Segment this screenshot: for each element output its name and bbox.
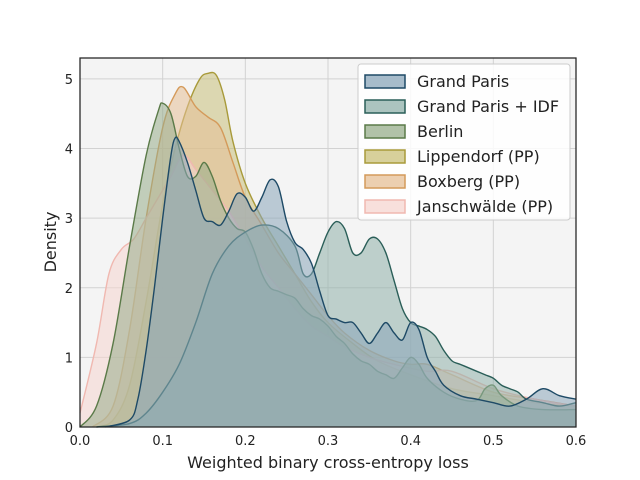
- y-axis-label: Density: [41, 212, 60, 273]
- x-tick-label: 0.6: [566, 434, 587, 449]
- y-tick-label: 3: [65, 212, 73, 227]
- legend-label: Boxberg (PP): [417, 172, 520, 191]
- legend-swatch: [364, 124, 406, 139]
- x-axis-ticks: 0.0 0.1 0.2 0.3 0.4 0.5 0.6: [70, 434, 587, 449]
- x-tick-label: 0.2: [235, 434, 256, 449]
- y-tick-label: 4: [65, 143, 73, 158]
- density-areas: [79, 71, 577, 428]
- legend-label: Grand Paris + IDF: [417, 97, 559, 116]
- x-tick-label: 0.1: [152, 434, 173, 449]
- y-tick-label: 2: [65, 282, 73, 297]
- legend-box: [357, 63, 571, 221]
- legend-label: Lippendorf (PP): [417, 147, 540, 166]
- x-axis-label: Weighted binary cross-entropy loss: [187, 453, 469, 472]
- x-tick-label: 0.5: [483, 434, 504, 449]
- plot-frame: [79, 57, 577, 428]
- legend: Grand Paris Grand Paris + IDF Berlin Lippen…: [357, 63, 571, 221]
- y-tick-label: 5: [65, 73, 73, 88]
- y-tick-label: 1: [65, 351, 73, 366]
- legend-label: Berlin: [417, 122, 463, 141]
- legend-swatch: [364, 149, 406, 164]
- area-grand-paris: [104, 137, 577, 427]
- y-axis-ticks: 0 1 2 3 4 5: [65, 73, 73, 436]
- y-tick-label: 0: [65, 421, 73, 436]
- x-tick-label: 0.4: [400, 434, 421, 449]
- line-grand-paris: [104, 136, 577, 428]
- legend-label: Grand Paris: [417, 72, 509, 91]
- x-tick-label: 0.3: [318, 434, 339, 449]
- legend-swatch: [364, 74, 406, 89]
- legend-swatch: [364, 99, 406, 114]
- legend-label: Janschwälde (PP): [416, 197, 553, 216]
- legend-swatch: [364, 174, 406, 189]
- legend-swatch: [364, 199, 406, 214]
- x-tick-label: 0.0: [70, 434, 91, 449]
